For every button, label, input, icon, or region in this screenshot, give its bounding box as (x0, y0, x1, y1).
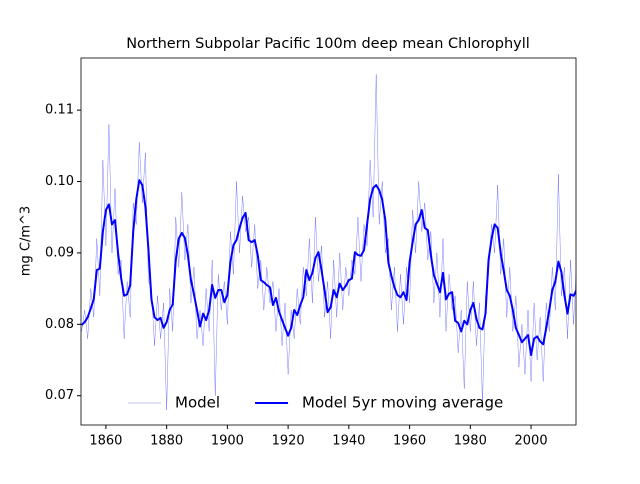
chart-title: Northern Subpolar Pacific 100m deep mean… (126, 36, 530, 52)
x-tick-label: 1900 (211, 434, 244, 449)
x-tick-label: 1920 (272, 434, 305, 449)
y-tick-label: 0.08 (45, 317, 74, 332)
x-tick-label: 1860 (89, 434, 122, 449)
y-tick-label: 0.09 (45, 245, 74, 260)
x-tick-label: 1960 (393, 434, 426, 449)
legend-label: Model (175, 394, 220, 412)
y-axis-label: mg C/m^3 (19, 206, 34, 276)
x-tick-label: 1940 (332, 434, 365, 449)
x-tick-label: 1880 (150, 434, 183, 449)
legend-label: Model 5yr moving average (302, 394, 503, 412)
y-tick-label: 0.11 (45, 103, 74, 118)
y-tick-label: 0.10 (45, 174, 74, 189)
y-tick-label: 0.07 (45, 388, 74, 403)
x-tick-label: 2000 (515, 434, 548, 449)
x-tick-label: 1980 (454, 434, 487, 449)
plot-frame (80, 57, 577, 426)
series-line (81, 179, 576, 357)
